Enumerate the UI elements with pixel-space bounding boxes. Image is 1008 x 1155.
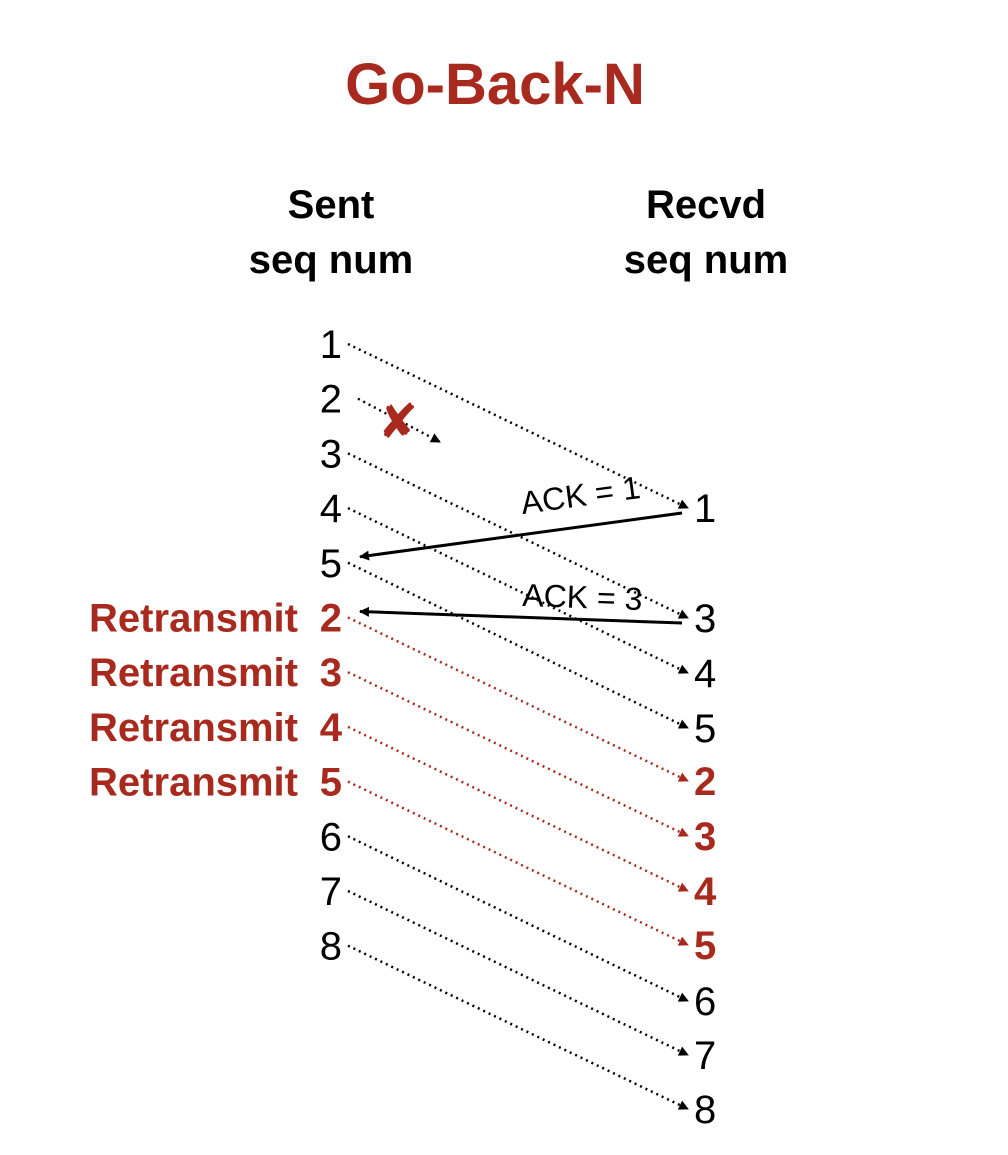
recvd-seq-3: 3 [694,597,716,641]
recvd-column-header-line2: seq num [624,238,788,282]
sent-sequence-column: 123452Retransmit3Retransmit4Retransmit5R… [89,323,343,969]
retransmit-label: Retransmit [89,761,298,805]
retransmit-label: Retransmit [89,597,298,641]
sent-seq-4-retransmit: 4 [320,706,343,750]
ack-arrow [359,606,683,625]
packet-arrow-6 [347,835,689,1003]
ack-arrow [359,511,683,561]
recvd-seq-1: 1 [694,487,716,531]
diagram-title: Go-Back-N [345,52,645,117]
sent-seq-5: 5 [320,542,342,586]
packet-arrow-7 [347,889,689,1057]
sent-seq-6: 6 [320,815,342,859]
sent-column-header-line1: Sent [288,183,375,227]
sent-seq-5-retransmit: 5 [320,761,342,805]
recvd-column-header-line1: Recvd [646,183,766,227]
sent-seq-8: 8 [320,925,342,969]
recvd-seq-3-retransmit: 3 [694,815,716,859]
ack-label: ACK = 3 [522,577,643,617]
recvd-seq-6: 6 [694,980,716,1024]
packet-arrow-3 [347,671,689,838]
ack-label: ACK = 1 [519,469,643,521]
retransmit-label: Retransmit [89,651,298,695]
packet-arrow-4 [347,725,689,893]
ack-arrows: ACK = 1 ACK = 3 [359,469,683,625]
sent-seq-2-retransmit: 2 [320,597,342,641]
recvd-seq-5: 5 [694,707,716,751]
received-sequence-column: 1 3 4 5 2 3 4 5 6 7 8 [694,487,717,1132]
sent-column-header-line2: seq num [249,238,413,282]
recvd-seq-2-retransmit: 2 [694,760,716,804]
sent-seq-2: 2 [320,378,342,422]
sent-seq-7: 7 [320,870,342,914]
packet-arrow-8 [347,944,689,1111]
transmission-lines: ✘ [347,342,689,1111]
packet-arrow-2 [347,616,689,783]
recvd-seq-4-retransmit: 4 [694,870,717,914]
sent-seq-4: 4 [320,487,342,531]
packet-loss-icon: ✘ [378,396,418,449]
sent-seq-3-retransmit: 3 [320,651,342,695]
packet-arrow-5 [347,780,689,947]
sent-seq-3: 3 [320,432,342,476]
sent-seq-1: 1 [320,323,342,367]
recvd-seq-7: 7 [694,1034,716,1078]
retransmit-label: Retransmit [89,706,298,750]
recvd-seq-5-retransmit: 5 [694,924,716,968]
recvd-seq-8: 8 [694,1088,716,1132]
recvd-seq-4: 4 [694,652,716,696]
